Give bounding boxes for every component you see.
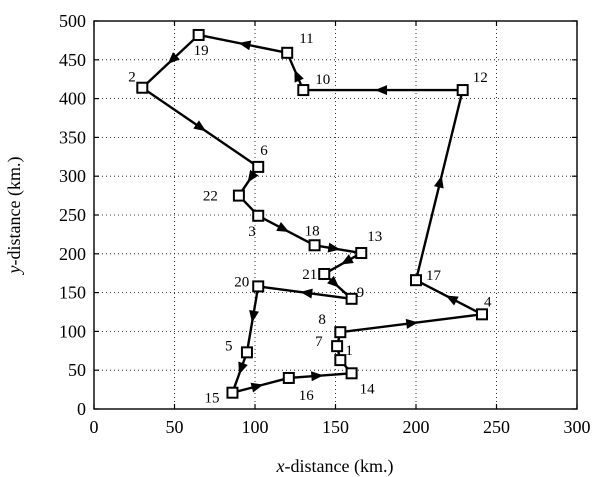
node-label-11: 11 xyxy=(299,31,313,47)
x-axis-label: x-distance (km.) xyxy=(276,456,394,477)
x-tick-label: 300 xyxy=(564,417,591,437)
x-tick-label: 50 xyxy=(166,417,184,437)
node-marker-10 xyxy=(297,84,310,97)
route-arrows xyxy=(167,40,459,393)
route-arrow xyxy=(300,288,313,299)
x-axis-label-prefix: x xyxy=(276,456,285,476)
node-label-10: 10 xyxy=(315,72,330,88)
route-arrow xyxy=(250,382,264,393)
route-arrow xyxy=(294,69,304,83)
node-marker-4 xyxy=(476,308,489,321)
node-label-9: 9 xyxy=(357,285,365,301)
route-arrow xyxy=(247,169,259,183)
x-tick-label: 150 xyxy=(322,417,349,437)
x-tick-label: 100 xyxy=(242,417,269,437)
node-marker-14 xyxy=(345,367,358,380)
node-marker-18 xyxy=(308,239,321,252)
node-label-19: 19 xyxy=(194,43,209,59)
y-axis-label-suffix: -distance (km.) xyxy=(4,157,25,266)
node-label-5: 5 xyxy=(225,338,233,354)
route-nodes xyxy=(136,28,489,399)
node-marker-9 xyxy=(345,292,358,305)
node-marker-3 xyxy=(252,209,265,222)
route-arrow xyxy=(433,175,444,189)
y-axis-label: y-distance (km.) xyxy=(4,157,25,276)
route-arrow xyxy=(193,120,207,132)
node-marker-1 xyxy=(334,354,347,367)
node-marker-5 xyxy=(240,346,253,359)
y-tick-label: 50 xyxy=(68,360,86,380)
route-arrow xyxy=(311,371,324,382)
route-arrow xyxy=(327,275,340,288)
y-axis-label-prefix: y xyxy=(4,265,24,275)
node-label-16: 16 xyxy=(299,388,315,404)
node-marker-17 xyxy=(410,274,422,287)
route-path xyxy=(141,33,483,394)
node-marker-20 xyxy=(252,280,265,293)
y-tick-label: 150 xyxy=(59,283,86,303)
node-label-2: 2 xyxy=(128,70,136,86)
y-tick-label: 400 xyxy=(59,89,86,109)
node-marker-16 xyxy=(282,371,295,384)
node-label-7: 7 xyxy=(315,334,323,350)
node-label-13: 13 xyxy=(367,229,382,245)
x-tick-label: 200 xyxy=(403,417,430,437)
node-marker-8 xyxy=(334,326,347,339)
node-marker-6 xyxy=(252,160,265,173)
node-marker-2 xyxy=(136,81,149,94)
x-tick-label: 0 xyxy=(90,417,99,437)
y-tick-label: 300 xyxy=(59,166,86,186)
node-label-12: 12 xyxy=(473,70,488,86)
node-label-20: 20 xyxy=(234,274,249,290)
node-label-18: 18 xyxy=(305,223,320,239)
node-label-15: 15 xyxy=(204,391,219,407)
route-arrow xyxy=(238,361,248,375)
y-tick-label: 100 xyxy=(59,321,86,341)
node-label-6: 6 xyxy=(260,143,268,159)
node-marker-7 xyxy=(331,340,344,353)
node-label-4: 4 xyxy=(484,294,492,310)
node-label-14: 14 xyxy=(360,381,376,397)
node-label-21: 21 xyxy=(302,267,317,283)
node-marker-11 xyxy=(281,46,294,59)
y-tick-label: 0 xyxy=(77,399,86,419)
axis-ticks: 0 50 100 150 200 250 300 0 50 100 150 200 250 300 350 4… xyxy=(59,11,591,437)
route-arrow xyxy=(167,52,180,64)
route-arrow xyxy=(405,318,419,329)
plot-frame xyxy=(93,20,578,410)
node-label-22: 22 xyxy=(203,189,218,205)
node-marker-12 xyxy=(456,84,469,97)
route-arrow xyxy=(375,85,388,96)
node-label-17: 17 xyxy=(426,268,442,284)
x-axis-label-suffix: -distance (km.) xyxy=(285,456,394,477)
y-tick-label: 450 xyxy=(59,50,86,70)
y-tick-label: 350 xyxy=(59,127,86,147)
node-label-8: 8 xyxy=(318,312,326,328)
route-arrow xyxy=(238,40,252,51)
route-arrow xyxy=(445,295,459,306)
node-marker-15 xyxy=(226,386,239,399)
route-arrow xyxy=(249,309,259,323)
node-marker-21 xyxy=(318,267,331,280)
y-tick-label: 200 xyxy=(59,244,86,264)
node-marker-13 xyxy=(355,247,368,260)
y-tick-label: 250 xyxy=(59,205,86,225)
node-label-1: 1 xyxy=(345,343,353,359)
x-tick-label: 250 xyxy=(483,417,510,437)
node-marker-22 xyxy=(232,189,245,202)
y-tick-label: 500 xyxy=(59,11,86,31)
route-arrow xyxy=(327,242,341,253)
node-label-3: 3 xyxy=(248,224,256,240)
route-arrow xyxy=(276,222,290,232)
node-marker-19 xyxy=(192,28,205,41)
route-arrow xyxy=(340,254,354,265)
